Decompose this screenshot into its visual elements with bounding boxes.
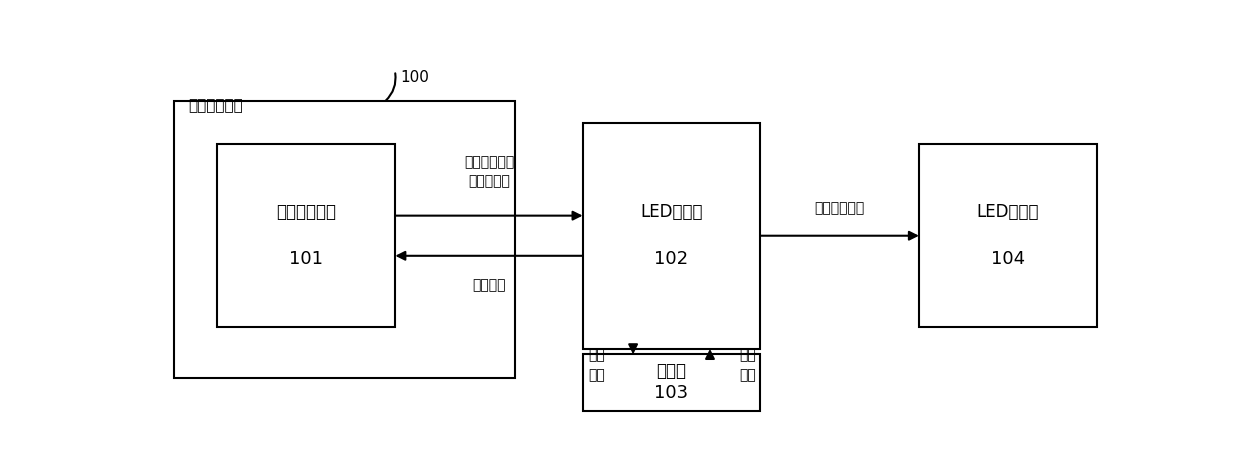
Text: 回复信息: 回复信息 (472, 278, 506, 292)
Text: 102: 102 (655, 250, 688, 268)
Text: 发送压缩数据
或原始数据: 发送压缩数据 或原始数据 (464, 155, 515, 189)
Text: 103: 103 (655, 384, 688, 402)
Text: 显示控制模块: 显示控制模块 (277, 203, 336, 221)
Text: 存储器: 存储器 (656, 363, 687, 381)
Text: 存储
数据: 存储 数据 (588, 348, 605, 382)
Text: LED显示屏: LED显示屏 (977, 203, 1039, 221)
Text: 读取
数据: 读取 数据 (739, 348, 756, 382)
Text: 100: 100 (401, 70, 429, 85)
Bar (583, 123, 760, 349)
Bar (919, 145, 1096, 327)
Text: 104: 104 (991, 250, 1025, 268)
Text: 101: 101 (289, 250, 324, 268)
Text: 显示控制设备: 显示控制设备 (188, 99, 243, 113)
Text: 输出显示数据: 输出显示数据 (815, 201, 864, 215)
Text: LED控制板: LED控制板 (640, 203, 703, 221)
Bar (217, 145, 396, 327)
Bar (174, 100, 516, 378)
Bar (583, 355, 760, 411)
